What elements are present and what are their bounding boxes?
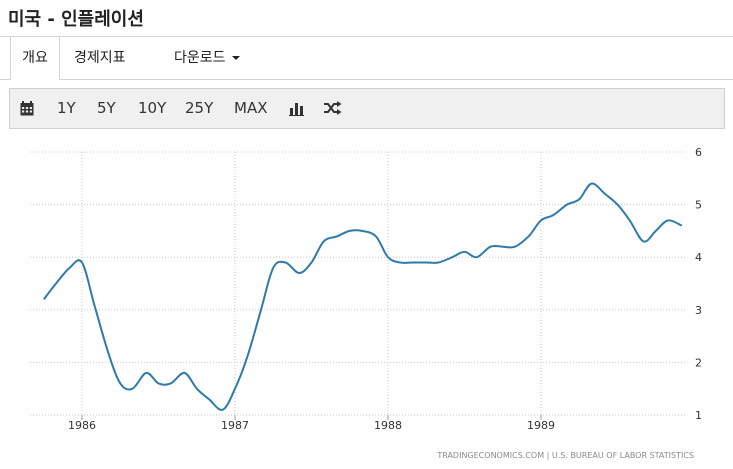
range-25y-button[interactable]: 25Y [185, 99, 214, 117]
title-bar: 미국 - 인플레이션 [0, 0, 733, 37]
range-10y-button[interactable]: 10Y [138, 99, 167, 117]
range-max-button[interactable]: MAX [234, 99, 268, 117]
tab-overview[interactable]: 개요 [10, 37, 60, 80]
inflation-series-line [43, 182, 683, 411]
x-tick-label: 1987 [221, 419, 249, 432]
tab-bar: 개요 경제지표 다운로드 [0, 37, 733, 80]
x-tick-label: 1988 [374, 419, 402, 432]
tab-indicators[interactable]: 경제지표 [74, 50, 126, 66]
y-tick-label: 1 [695, 409, 702, 422]
y-tick-label: 5 [695, 199, 702, 212]
x-tick-label: 1986 [68, 419, 96, 432]
y-tick-label: 4 [695, 251, 702, 264]
y-tick-label: 2 [695, 356, 702, 369]
y-tick-label: 6 [695, 146, 702, 159]
vertical-gridlines [81, 152, 542, 420]
shuffle-icon[interactable] [324, 101, 342, 120]
y-tick-label: 3 [695, 304, 702, 317]
x-axis-labels: 1986 1987 1988 1989 [68, 419, 555, 432]
calendar-icon[interactable] [20, 101, 34, 120]
x-tick-label: 1989 [527, 419, 555, 432]
tab-download-label: 다운로드 [174, 50, 226, 66]
y-axis-labels: 1 2 3 4 5 6 [695, 146, 702, 422]
horizontal-gridlines [30, 151, 685, 416]
source-credit: TRADINGECONOMICS.COM | U.S. BUREAU OF LA… [436, 451, 694, 460]
page-title: 미국 - 인플레이션 [8, 9, 144, 30]
chart-toolbar: 1Y 5Y 10Y 25Y MAX [9, 88, 725, 129]
inflation-line-chart: 1 2 3 4 5 6 1986 1987 1988 1989 TRADINGECONOMICS… [30, 146, 702, 460]
range-1y-button[interactable]: 1Y [57, 99, 76, 117]
range-5y-button[interactable]: 5Y [97, 99, 116, 117]
tab-download[interactable]: 다운로드 [174, 37, 240, 79]
caret-down-icon [231, 56, 240, 60]
bar-chart-icon[interactable] [289, 101, 304, 120]
